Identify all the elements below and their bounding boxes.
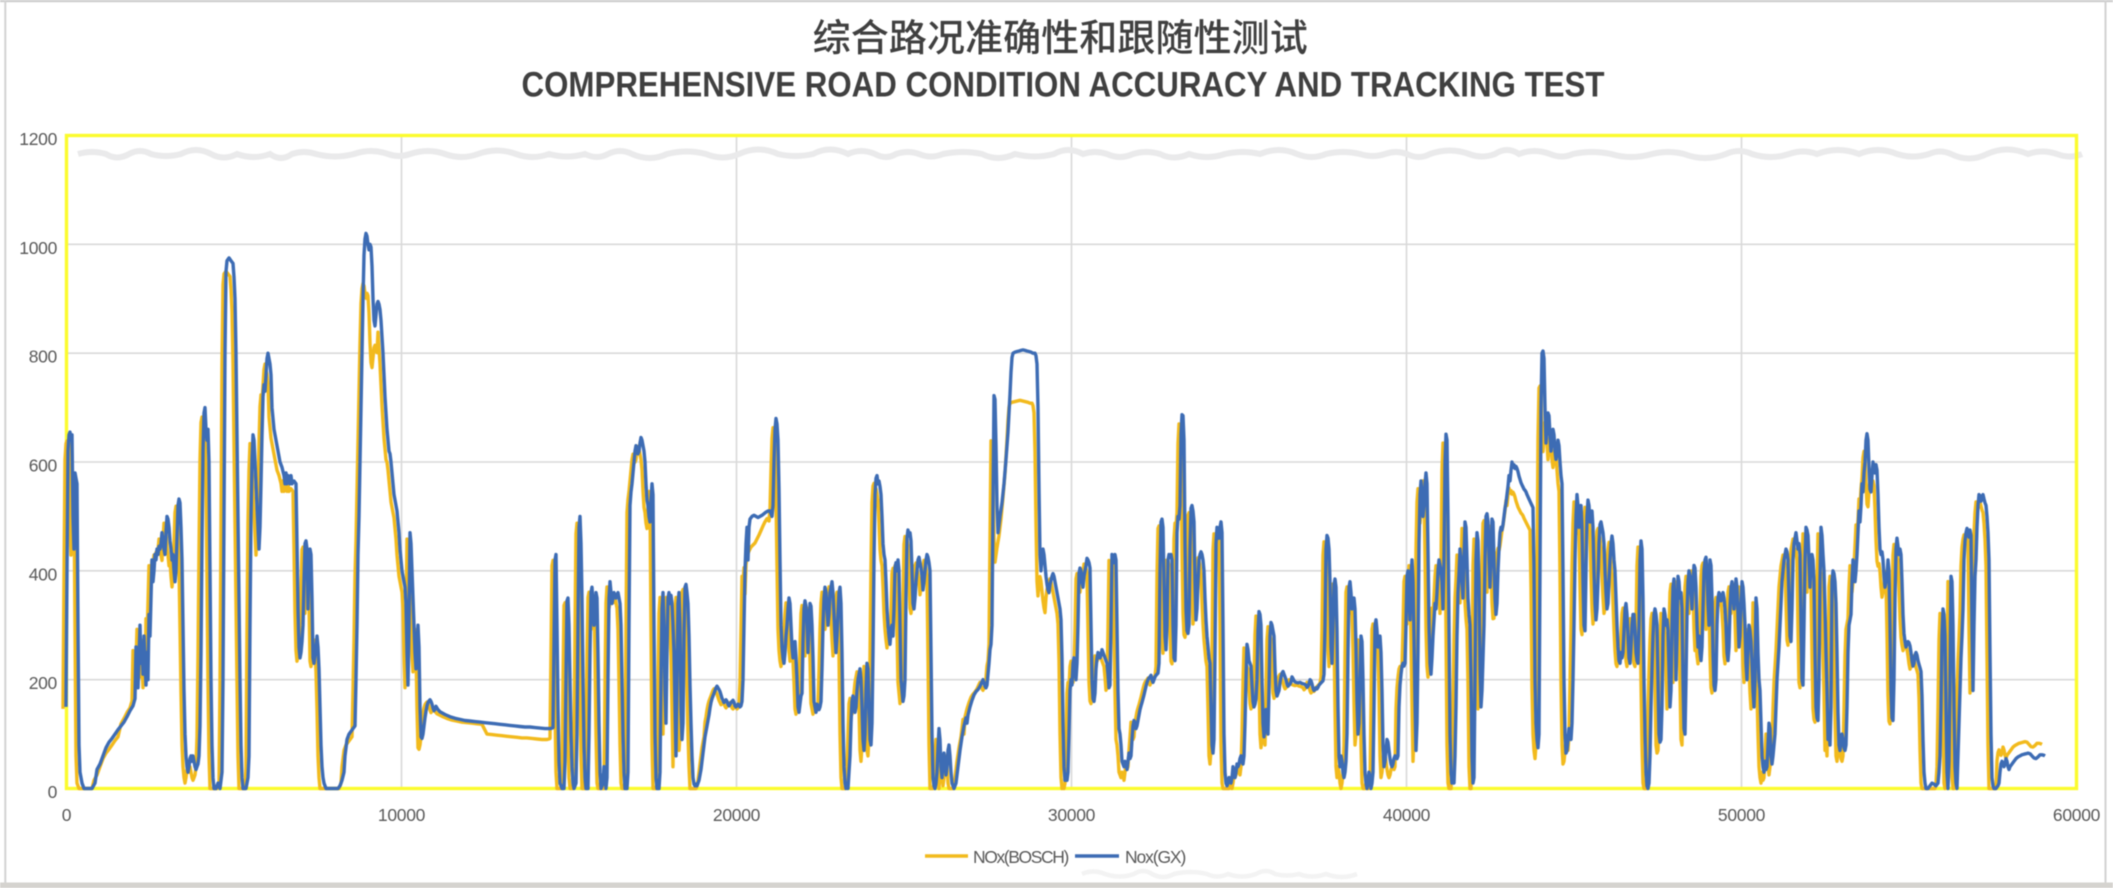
svg-text:20000: 20000 <box>713 805 761 825</box>
svg-text:200: 200 <box>29 673 58 693</box>
svg-text:400: 400 <box>29 564 58 584</box>
svg-text:600: 600 <box>29 456 58 476</box>
svg-text:0: 0 <box>62 805 72 825</box>
svg-text:1000: 1000 <box>19 238 57 258</box>
svg-text:50000: 50000 <box>1718 805 1766 825</box>
svg-text:COMPREHENSIVE ROAD CONDITION A: COMPREHENSIVE ROAD CONDITION ACCURACY AN… <box>522 66 1605 105</box>
svg-text:10000: 10000 <box>378 805 426 825</box>
svg-text:0: 0 <box>48 782 58 802</box>
svg-text:Nox(GX): Nox(GX) <box>1125 847 1186 867</box>
svg-text:40000: 40000 <box>1383 805 1431 825</box>
svg-text:1200: 1200 <box>19 129 57 149</box>
svg-text:60000: 60000 <box>2053 805 2101 825</box>
svg-text:NOx(BOSCH): NOx(BOSCH) <box>973 847 1069 867</box>
svg-text:30000: 30000 <box>1048 805 1096 825</box>
svg-text:800: 800 <box>29 347 58 367</box>
